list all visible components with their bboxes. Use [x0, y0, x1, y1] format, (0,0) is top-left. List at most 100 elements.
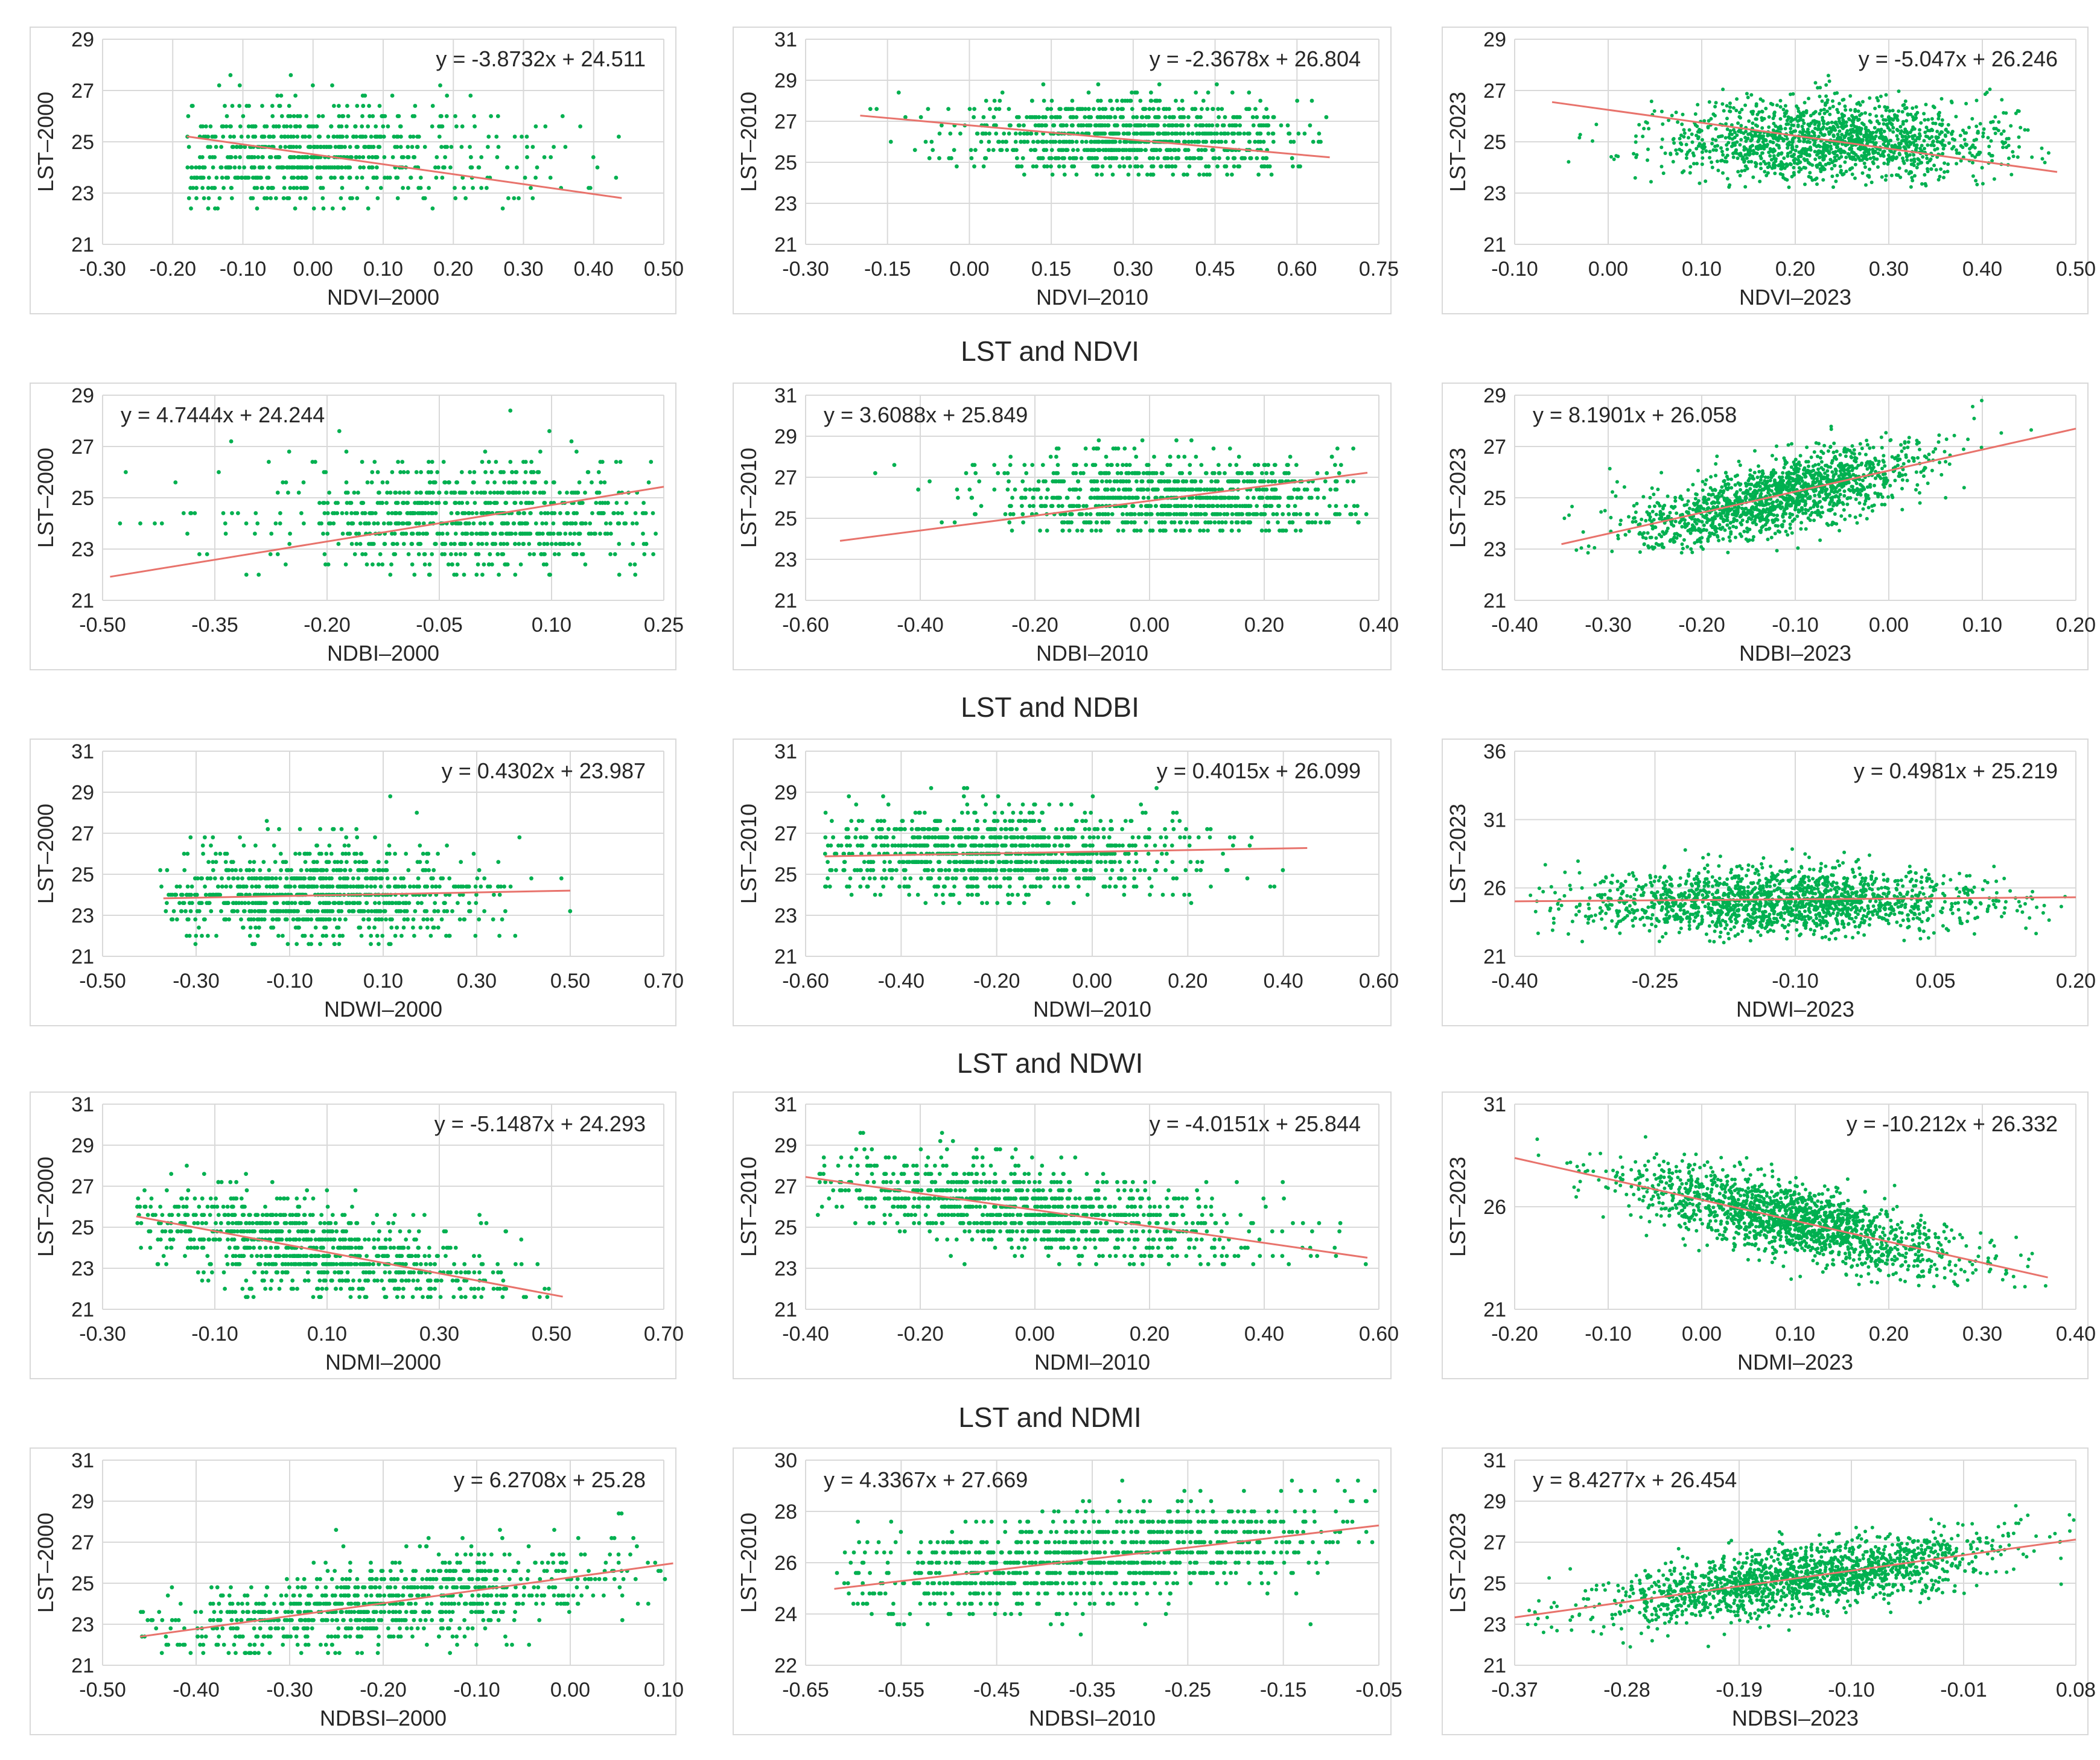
data-point [1762, 159, 1766, 164]
data-point [1219, 504, 1224, 508]
data-point [203, 135, 208, 139]
data-point [1020, 504, 1024, 508]
data-point [969, 156, 974, 160]
data-point [315, 176, 320, 180]
data-point [181, 511, 186, 515]
data-point [1078, 512, 1083, 516]
data-point [295, 135, 300, 139]
data-point [1898, 175, 1903, 179]
data-point [1946, 130, 1950, 134]
data-point [491, 532, 495, 536]
data-point [293, 94, 298, 98]
data-point [1203, 520, 1208, 525]
data-point [325, 501, 330, 505]
data-point [1939, 130, 1944, 134]
data-point [1151, 148, 1156, 153]
data-point [499, 470, 504, 474]
data-point [570, 542, 575, 546]
data-point [1744, 139, 1748, 143]
data-point [1240, 504, 1245, 508]
data-point [1769, 101, 1773, 106]
data-point [546, 511, 550, 515]
data-point [1333, 463, 1337, 467]
data-point [1110, 512, 1115, 516]
data-point [367, 104, 371, 108]
data-point [361, 165, 366, 170]
data-point [1749, 133, 1754, 137]
data-point [1760, 126, 1764, 130]
data-point [1064, 123, 1069, 128]
data-point [1860, 171, 1865, 175]
data-point [616, 511, 620, 515]
data-point [1319, 139, 1323, 144]
data-point [374, 155, 379, 159]
data-point [1911, 162, 1915, 166]
data-point [1821, 116, 1825, 119]
data-point [1177, 107, 1182, 112]
data-point [1226, 132, 1230, 136]
data-point [489, 521, 494, 526]
data-point [1262, 504, 1267, 508]
data-point [279, 135, 284, 139]
data-point [649, 460, 654, 464]
data-point [1749, 110, 1754, 114]
data-point [1727, 135, 1731, 139]
data-point [1220, 529, 1225, 533]
data-point [1841, 173, 1845, 177]
data-point [1700, 138, 1704, 142]
data-point [1704, 149, 1708, 153]
data-point [1172, 512, 1177, 516]
data-point [1931, 450, 1935, 454]
data-point [233, 155, 238, 159]
data-point [1775, 103, 1779, 107]
data-point [1796, 158, 1800, 162]
data-point [406, 145, 410, 149]
data-point [1774, 124, 1778, 128]
data-point [1831, 134, 1836, 138]
data-point [224, 124, 229, 129]
data-point [1981, 131, 1985, 135]
data-point [868, 107, 873, 112]
data-point [513, 573, 518, 577]
data-point [579, 521, 584, 526]
data-point [1833, 164, 1837, 168]
data-point [1234, 504, 1239, 508]
data-point [1040, 139, 1045, 144]
data-point [462, 186, 466, 190]
data-point [138, 521, 142, 526]
data-point [250, 155, 255, 159]
data-point [1053, 115, 1058, 119]
data-point [329, 124, 333, 129]
data-point [1659, 165, 1664, 168]
data-point [594, 491, 599, 495]
x-tick-label: 0.40 [1359, 614, 1399, 637]
data-point [1148, 156, 1152, 160]
data-point [344, 450, 349, 454]
data-point [1942, 176, 1946, 180]
x-tick-label: 0.30 [1113, 258, 1153, 281]
data-point [972, 107, 976, 112]
data-point [430, 124, 434, 129]
data-point [1295, 98, 1300, 103]
data-point [251, 124, 256, 129]
data-point [1022, 463, 1027, 467]
data-point [1830, 174, 1834, 179]
data-point [349, 501, 354, 505]
data-point [1086, 91, 1091, 95]
data-point [1112, 488, 1116, 492]
data-point [1132, 446, 1137, 451]
data-point [505, 521, 510, 526]
data-point [1047, 156, 1052, 160]
data-point [1075, 148, 1080, 153]
data-point [525, 491, 530, 495]
data-point [348, 145, 352, 149]
data-point [1904, 137, 1908, 141]
data-point [1335, 446, 1340, 451]
data-point [1258, 98, 1263, 103]
data-point [547, 429, 552, 433]
data-point [1242, 479, 1247, 484]
data-point [200, 155, 205, 159]
data-point [1675, 151, 1679, 156]
data-point [361, 104, 366, 108]
data-point [377, 104, 382, 108]
